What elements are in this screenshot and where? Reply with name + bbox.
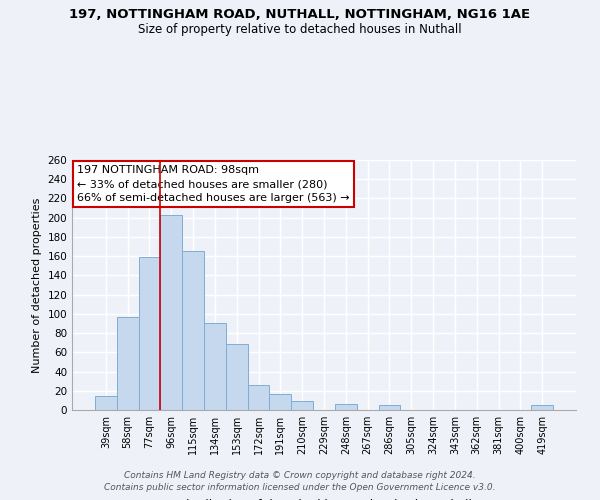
Text: Contains HM Land Registry data © Crown copyright and database right 2024.: Contains HM Land Registry data © Crown c…: [124, 471, 476, 480]
Bar: [139, 257, 160, 410]
Text: Contains public sector information licensed under the Open Government Licence v3: Contains public sector information licen…: [104, 484, 496, 492]
X-axis label: Distribution of detached houses by size in Nuthall: Distribution of detached houses by size …: [176, 498, 472, 500]
Text: 197 NOTTINGHAM ROAD: 98sqm
← 33% of detached houses are smaller (280)
66% of sem: 197 NOTTINGHAM ROAD: 98sqm ← 33% of deta…: [77, 165, 350, 203]
Bar: [160, 215, 182, 410]
Bar: [291, 402, 313, 410]
Bar: [182, 252, 204, 410]
Text: 197, NOTTINGHAM ROAD, NUTHALL, NOTTINGHAM, NG16 1AE: 197, NOTTINGHAM ROAD, NUTHALL, NOTTINGHA…: [70, 8, 530, 20]
Y-axis label: Number of detached properties: Number of detached properties: [32, 198, 42, 372]
Bar: [204, 322, 226, 410]
Text: Size of property relative to detached houses in Nuthall: Size of property relative to detached ho…: [138, 22, 462, 36]
Bar: [226, 344, 248, 410]
Bar: [95, 396, 117, 410]
Bar: [531, 405, 553, 410]
Bar: [117, 316, 139, 410]
Bar: [335, 404, 357, 410]
Bar: [248, 385, 269, 410]
Bar: [269, 394, 291, 410]
Bar: [379, 405, 400, 410]
